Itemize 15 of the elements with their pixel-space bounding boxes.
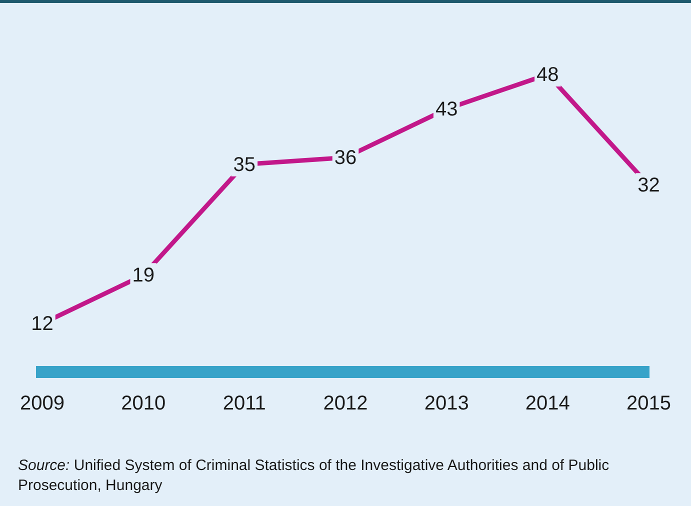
source-note: Source: Unified System of Criminal Statistics of the Investigative Authorities and of Public Prosecution, Hungary bbox=[18, 457, 610, 494]
x-tick-label: 2014 bbox=[525, 392, 570, 415]
x-tick-label: 2012 bbox=[323, 392, 368, 415]
x-tick-label: 2015 bbox=[626, 392, 672, 415]
x-tick-label: 2010 bbox=[121, 392, 166, 415]
x-tick-label: 2011 bbox=[222, 392, 266, 415]
x-tick-label: 2013 bbox=[424, 392, 469, 415]
data-label: 48 bbox=[536, 64, 559, 86]
data-label: 12 bbox=[31, 313, 54, 336]
data-label: 32 bbox=[638, 174, 660, 197]
data-label: 36 bbox=[334, 146, 357, 169]
data-label: 35 bbox=[233, 154, 256, 176]
x-tick-label: 2009 bbox=[20, 392, 64, 415]
data-label: 43 bbox=[435, 98, 458, 121]
data-label: 19 bbox=[132, 264, 154, 287]
